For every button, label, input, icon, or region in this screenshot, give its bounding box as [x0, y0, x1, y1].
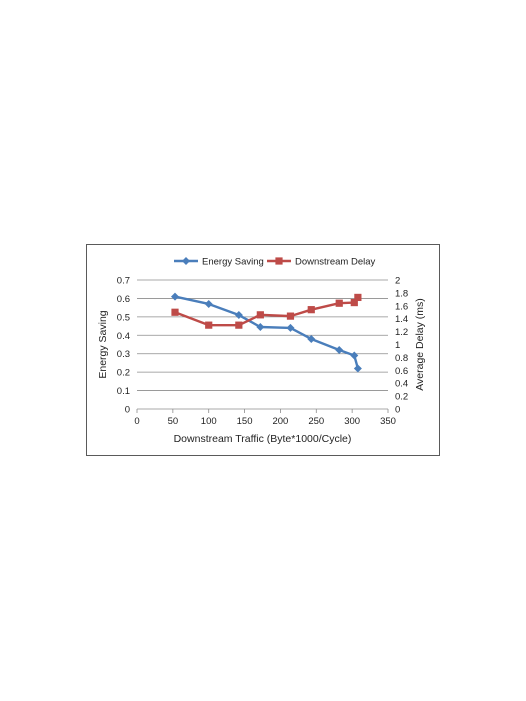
data-point-delay — [350, 298, 358, 307]
y-tick-label: 0.1 — [117, 386, 130, 397]
data-point-energy — [286, 323, 295, 332]
legend-marker — [275, 257, 283, 265]
y2-tick-label: 1.2 — [395, 327, 408, 338]
x-axis-label: Downstream Traffic (Byte*1000/Cycle) — [174, 433, 352, 445]
data-point-delay — [335, 299, 343, 307]
y2-tick-label: 0 — [395, 405, 400, 416]
data-point-delay — [286, 312, 295, 320]
data-point-energy — [234, 311, 243, 320]
data-point-delay — [256, 311, 264, 319]
data-point-energy — [307, 334, 316, 343]
data-point-delay — [235, 321, 243, 329]
y2-tick-label: 0.6 — [395, 366, 408, 377]
y2-axis-label: Average Delay (ms) — [414, 298, 426, 391]
legend-marker — [182, 257, 190, 265]
x-tick-label: 200 — [272, 416, 288, 427]
y2-tick-label: 0.8 — [395, 353, 408, 364]
legend-label: Energy Saving — [202, 257, 264, 268]
axes: 0 0.1 0.2 0.3 0.4 0.5 0.6 0.7 0 0.2 0.4 0.6 0.8 1 1.2 1… — [117, 276, 408, 428]
y2-tick-label: 1.6 — [395, 301, 408, 312]
x-tick-label: 350 — [380, 416, 396, 427]
data-point-delay — [307, 306, 315, 314]
legend: Energy Saving Downstream Delay — [174, 257, 375, 268]
y2-tick-label: 2 — [395, 276, 400, 287]
x-tick-label: 250 — [308, 416, 324, 427]
data-point-delay — [171, 308, 179, 316]
y2-tick-label: 1.4 — [395, 314, 408, 325]
y-tick-label: 0 — [125, 405, 130, 416]
chart-container: Energy Saving Downstream Delay 0 0.1 0.2 0.3… — [86, 244, 440, 456]
y-tick-label: 0.5 — [117, 312, 130, 323]
y2-tick-label: 1 — [395, 340, 400, 351]
x-tick-label: 300 — [344, 416, 360, 427]
gridlines — [137, 279, 388, 391]
y-tick-label: 0.4 — [117, 331, 130, 342]
y2-tick-label: 1.8 — [395, 288, 408, 299]
data-point-energy — [204, 299, 213, 308]
y-tick-label: 0.3 — [117, 349, 130, 360]
y2-tick-label: 0.2 — [395, 392, 408, 403]
data-point-energy — [256, 322, 265, 331]
data-point-energy — [335, 346, 344, 355]
data-point-delay — [354, 293, 362, 302]
series-layer — [171, 292, 362, 373]
y2-tick-label: 0.4 — [395, 379, 408, 390]
x-tick-label: 150 — [237, 416, 253, 427]
x-tick-label: 0 — [134, 416, 139, 427]
line-chart: Energy Saving Downstream Delay 0 0.1 0.2 0.3… — [97, 257, 426, 446]
data-point-energy — [350, 351, 359, 360]
series-line-energy — [174, 295, 360, 369]
y-tick-label: 0.6 — [117, 294, 130, 305]
x-tick-label: 100 — [201, 416, 217, 427]
data-point-delay — [205, 321, 213, 329]
y-tick-label: 0.7 — [117, 276, 130, 287]
x-tick-label: 50 — [168, 416, 179, 427]
data-point-energy — [171, 292, 180, 301]
data-point-energy — [353, 364, 362, 373]
legend-label: Downstream Delay — [295, 257, 375, 268]
y-axis-label: Energy Saving — [97, 310, 109, 378]
y-tick-label: 0.2 — [117, 368, 130, 379]
